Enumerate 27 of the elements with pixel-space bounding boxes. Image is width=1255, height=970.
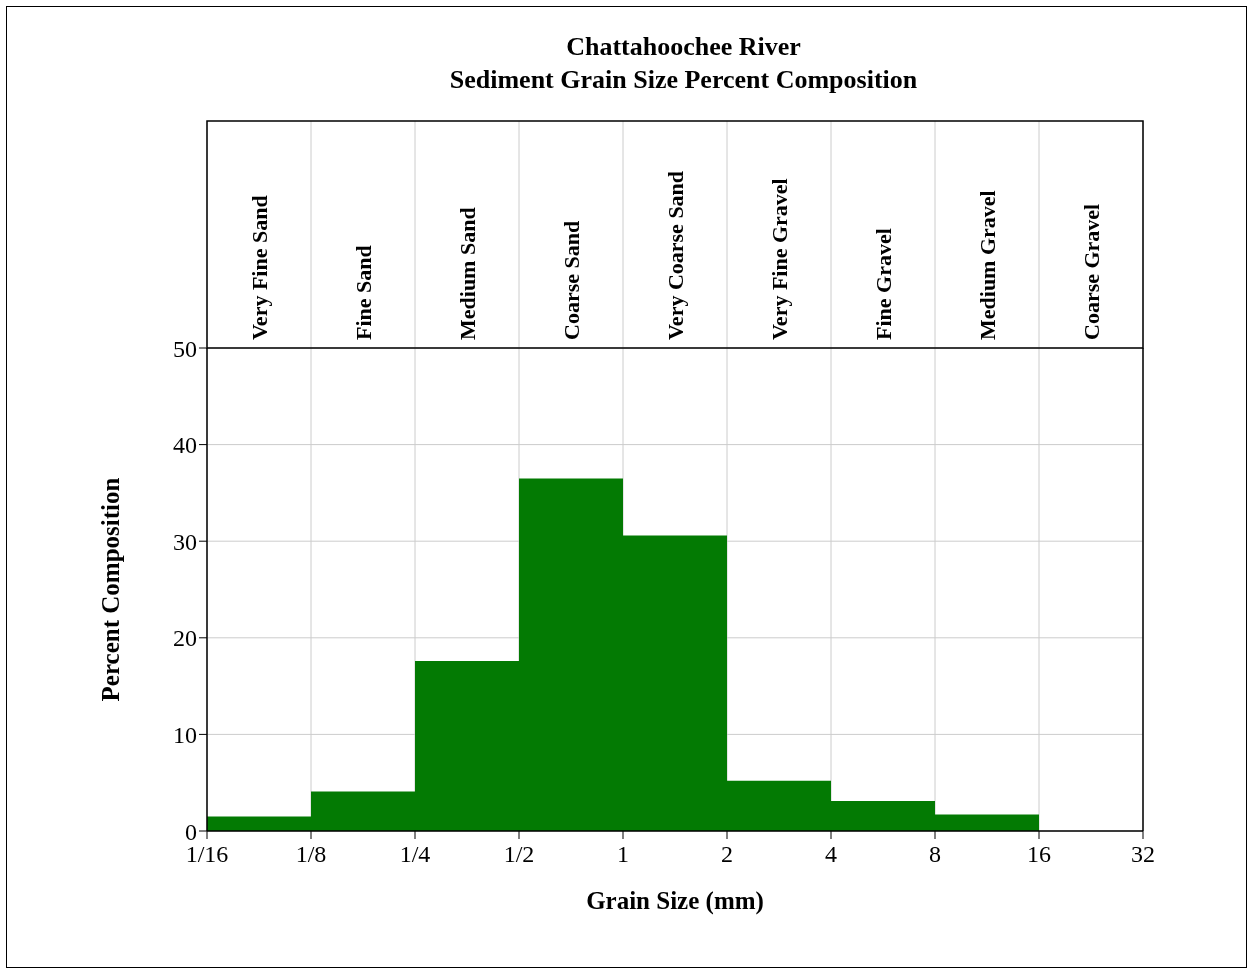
text: Medium Sand (455, 207, 480, 340)
y-axis-title: Percent Composition (96, 477, 124, 702)
y-tick-label: 10 (173, 721, 197, 748)
x-tick-label: 32 (1131, 841, 1155, 868)
text: Coarse Gravel (1079, 203, 1104, 340)
x-tick-label: 1/2 (503, 841, 535, 868)
x-tick-label: 1/4 (399, 841, 431, 868)
y-tick-label: 50 (173, 335, 197, 362)
text: Very Fine Sand (247, 195, 272, 340)
y-tick-label: 20 (173, 625, 197, 652)
text: Fine Gravel (871, 228, 896, 340)
x-tick-label: 16 (1027, 841, 1051, 868)
chart-subtitle: Sediment Grain Size Percent Composition (448, 64, 919, 96)
chart-title: Chattahoochee River (565, 31, 802, 63)
x-tick-label: 4 (825, 841, 837, 868)
x-tick-label: 2 (721, 841, 733, 868)
y-tick-label: 40 (173, 432, 197, 459)
x-tick-label: 8 (929, 841, 941, 868)
text: Coarse Sand (559, 220, 584, 340)
text: Very Fine Gravel (767, 178, 792, 340)
text: Fine Sand (351, 245, 376, 340)
text: Medium Gravel (975, 190, 1000, 340)
x-tick-label: 1/8 (295, 841, 327, 868)
y-tick-label: 30 (173, 528, 197, 555)
x-axis-title: Grain Size (mm) (586, 887, 764, 915)
x-tick-label: 1 (617, 841, 629, 868)
text: Very Coarse Sand (663, 170, 688, 340)
